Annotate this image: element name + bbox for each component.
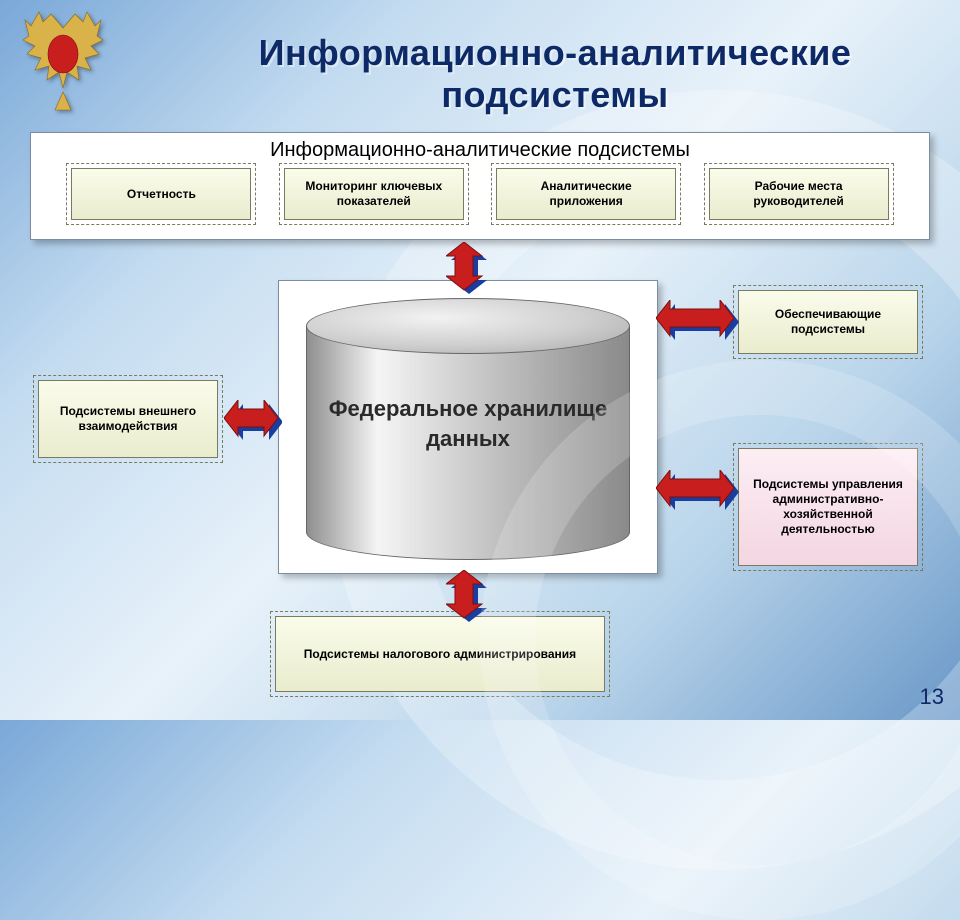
top-box-analytics: Аналитические приложения	[496, 168, 676, 220]
card-supporting-subsystems: Обеспечивающие подсистемы	[738, 290, 918, 354]
top-box-monitoring: Мониторинг ключевых показателей	[284, 168, 464, 220]
data-warehouse-cylinder: Федеральное хранилище данных	[306, 298, 630, 558]
right-top-card-container: Обеспечивающие подсистемы	[738, 290, 918, 354]
arrow-left	[224, 400, 282, 442]
arrow-right-top	[656, 300, 740, 342]
card-external-interaction: Подсистемы внешнего взаимодействия	[38, 380, 218, 458]
card-tax-administration: Подсистемы налогового администрирования	[275, 616, 605, 692]
arrow-right-bottom	[656, 470, 740, 512]
top-panel-title: Информационно-аналитические подсистемы	[31, 133, 929, 162]
right-bottom-card-container: Подсистемы управления административно-хо…	[738, 448, 918, 566]
left-card-container: Подсистемы внешнего взаимодействия	[38, 380, 218, 458]
page-title: Информационно-аналитические подсистемы	[170, 32, 940, 116]
card-admin-management: Подсистемы управления административно-хо…	[738, 448, 918, 566]
bottom-card-container: Подсистемы налогового администрирования	[275, 616, 605, 692]
top-box-workplaces: Рабочие места руководителей	[709, 168, 889, 220]
top-panel: Информационно-аналитические подсистемы О…	[30, 132, 930, 240]
top-box-reporting: Отчетность	[71, 168, 251, 220]
top-boxes-row: Отчетность Мониторинг ключевых показател…	[31, 168, 929, 220]
page-number: 13	[920, 684, 944, 710]
cylinder-label: Федеральное хранилище данных	[306, 394, 630, 453]
arrow-bottom	[446, 570, 494, 622]
emblem-icon	[8, 6, 118, 126]
arrow-top	[446, 242, 494, 294]
